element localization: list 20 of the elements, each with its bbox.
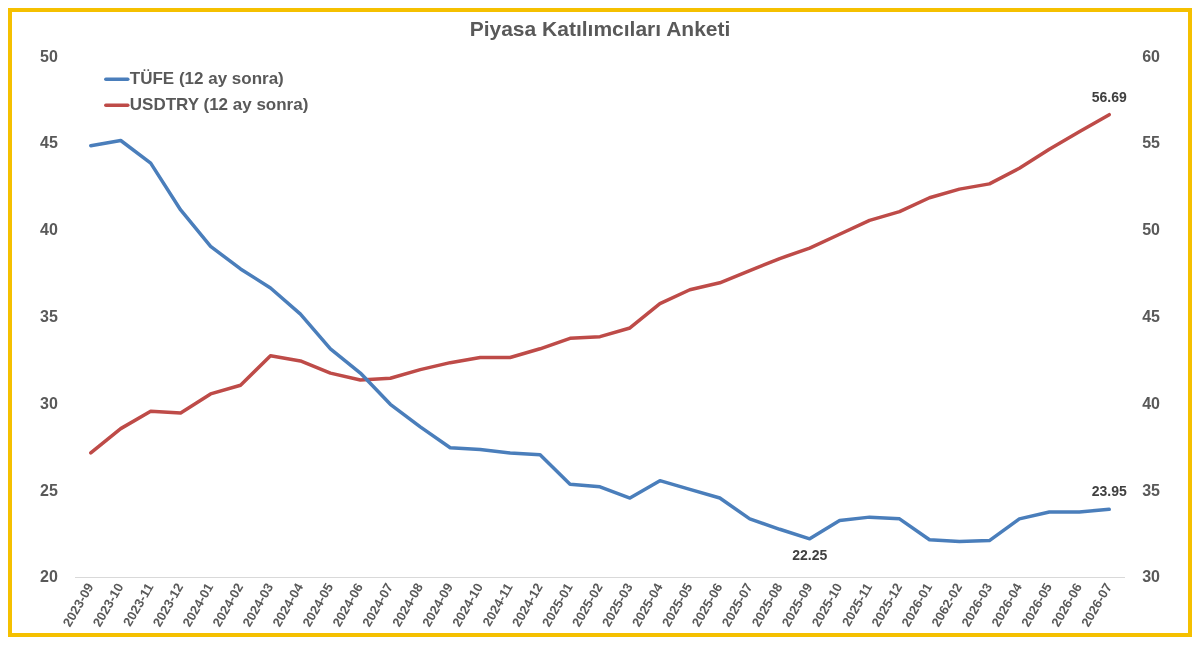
y-tick-label: 20 [40,568,58,586]
chart-title: Piyasa Katılımcıları Anketi [469,17,731,41]
y-tick-label: 45 [40,134,58,152]
y-tick-label: 50 [40,47,58,65]
y-tick-label: 40 [40,221,58,239]
y-tick-label: 25 [40,481,58,499]
y-tick-label: 30 [40,394,58,412]
legend-label: TÜFE (12 ay sonra) [129,68,284,88]
data-label: 56.69 [1091,88,1127,105]
data-label: 23.95 [1091,483,1127,500]
y2-tick-label: 60 [1142,47,1161,65]
legend-label: USDTRY (12 ay sonra) [129,94,309,114]
y2-tick-label: 45 [1142,307,1161,325]
y2-tick-label: 35 [1142,481,1161,499]
y2-tick-label: 40 [1142,394,1161,412]
data-label: 22.25 [792,546,828,563]
y2-tick-label: 30 [1142,568,1161,586]
y-tick-label: 35 [40,307,58,325]
y2-tick-label: 50 [1142,221,1161,239]
y2-tick-label: 55 [1142,134,1161,152]
